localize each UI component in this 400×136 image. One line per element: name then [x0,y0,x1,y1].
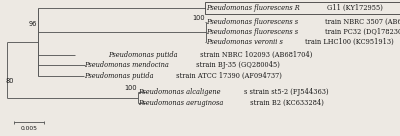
Text: Pseudomonas putida: Pseudomonas putida [84,72,154,80]
Text: Pseudomonas alcaligene: Pseudomonas alcaligene [138,88,220,96]
Text: 100: 100 [192,15,205,21]
Text: strain BJ-35 (GQ280045): strain BJ-35 (GQ280045) [194,61,279,69]
Text: 96: 96 [29,21,37,27]
Text: Pseudomonas aeruginosa: Pseudomonas aeruginosa [138,99,223,107]
Text: 0.005: 0.005 [20,126,38,131]
Text: train PC32 (DQ178230): train PC32 (DQ178230) [325,28,400,36]
Bar [205,2,400,14]
Text: train NBRC 3507 (AB680092): train NBRC 3507 (AB680092) [325,18,400,26]
Text: s strain st5-2 (FJ544363): s strain st5-2 (FJ544363) [244,88,329,96]
Text: Pseudomonas fluorescens s: Pseudomonas fluorescens s [206,18,298,26]
Text: strain ATCC 17390 (AF094737): strain ATCC 17390 (AF094737) [174,72,282,80]
Text: Pseudomonas veronii s: Pseudomonas veronii s [206,38,283,46]
Text: G11 (KY172955): G11 (KY172955) [327,4,383,12]
Text: 100: 100 [124,85,137,91]
Text: Pseudomonas putida: Pseudomonas putida [108,51,178,59]
Text: Pseudomonas fluorescens R: Pseudomonas fluorescens R [206,4,300,12]
Text: strain NBRC 102093 (AB681704): strain NBRC 102093 (AB681704) [198,51,312,59]
Text: Pseudomonas mendocina: Pseudomonas mendocina [84,61,169,69]
Text: train LHC100 (KC951913): train LHC100 (KC951913) [305,38,394,46]
Text: Pseudomonas fluorescens s: Pseudomonas fluorescens s [206,28,298,36]
Text: 80: 80 [6,78,14,84]
Text: strain B2 (KC633284): strain B2 (KC633284) [248,99,324,107]
